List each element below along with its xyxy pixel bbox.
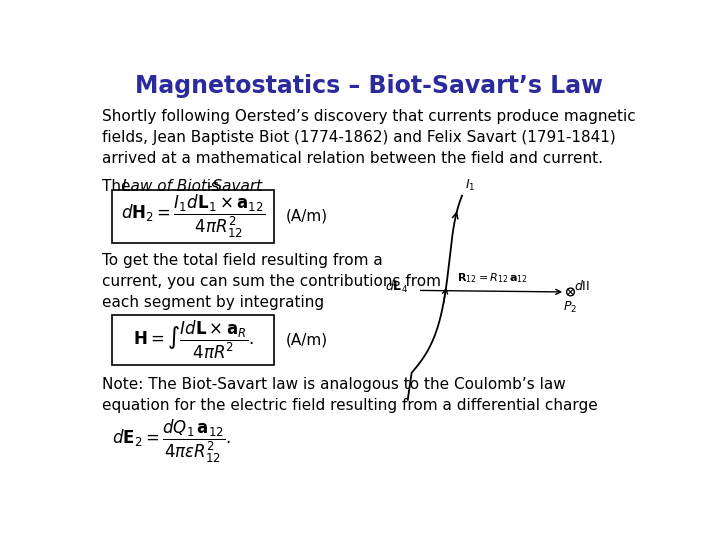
Bar [112, 190, 274, 242]
Text: Note: The Biot-Savart law is analogous to the Coulomb’s law
equation for the ele: Note: The Biot-Savart law is analogous t… [102, 377, 598, 414]
Text: Law of Biot-Savart: Law of Biot-Savart [122, 179, 262, 194]
Text: Shortly following Oersted’s discovery that currents produce magnetic
fields, Jea: Shortly following Oersted’s discovery th… [102, 110, 635, 166]
Text: $I_1$: $I_1$ [465, 178, 475, 193]
Text: To get the total field resulting from a
current, you can sum the contributions f: To get the total field resulting from a … [102, 253, 441, 309]
Text: $P_2$: $P_2$ [564, 300, 577, 315]
Text: (A/m): (A/m) [285, 209, 328, 224]
Text: Magnetostatics – Biot-Savart’s Law: Magnetostatics – Biot-Savart’s Law [135, 75, 603, 98]
Text: The: The [102, 179, 135, 194]
Text: $d\mathbf{E}_2 = \dfrac{dQ_1\,\mathbf{a}_{12}}{4\pi\varepsilon R_{12}^2}.$: $d\mathbf{E}_2 = \dfrac{dQ_1\,\mathbf{a}… [112, 417, 230, 465]
Text: $d\mathrm{II}$: $d\mathrm{II}$ [575, 279, 590, 293]
Text: $d\mathbf{L}_4$: $d\mathbf{L}_4$ [384, 279, 408, 295]
Text: (A/m): (A/m) [285, 333, 328, 348]
Bar [112, 315, 274, 365]
Text: $d\mathbf{H}_2 = \dfrac{I_1 d\mathbf{L}_1 \times \mathbf{a}_{12}}{4\pi R_{12}^2}: $d\mathbf{H}_2 = \dfrac{I_1 d\mathbf{L}_… [121, 193, 265, 240]
Text: $\mathbf{R}_{12}= R_{12}\,\mathbf{a}_{12}$: $\mathbf{R}_{12}= R_{12}\,\mathbf{a}_{12… [456, 271, 528, 285]
Text: $\mathbf{H} = \int\dfrac{Id\mathbf{L} \times \mathbf{a}_{R}}{4\pi R^2}.$: $\mathbf{H} = \int\dfrac{Id\mathbf{L} \t… [132, 319, 253, 361]
Text: is: is [202, 179, 219, 194]
Circle shape [567, 288, 575, 296]
